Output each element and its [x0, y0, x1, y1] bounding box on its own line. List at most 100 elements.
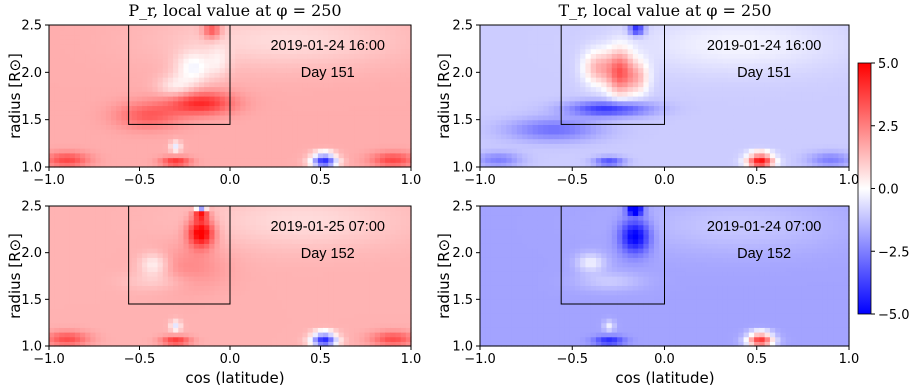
heatmap-cell [105, 157, 112, 163]
heatmap-cell [152, 129, 159, 135]
heatmap-cell [622, 77, 629, 83]
heatmap-cell [333, 62, 340, 69]
heatmap-cell [548, 148, 555, 154]
heatmap-cell [717, 29, 724, 36]
heatmap-cell [680, 133, 687, 140]
heatmap-cell [85, 67, 91, 73]
heatmap-cell [59, 77, 66, 83]
heatmap-cell [64, 86, 71, 92]
heatmap-cell [157, 148, 164, 154]
heatmap-cell [286, 96, 293, 102]
heatmap-cell [827, 124, 834, 130]
heatmap-cell [198, 53, 205, 59]
heatmap-cell [152, 257, 159, 263]
heatmap-cell [131, 336, 138, 342]
heatmap-cell [580, 43, 587, 50]
heatmap-cell [266, 100, 272, 107]
heatmap-cell [606, 152, 613, 159]
heatmap-cell [307, 124, 314, 130]
heatmap-cell [733, 62, 739, 69]
heatmap-cell [276, 86, 283, 92]
heatmap-cell [188, 138, 195, 144]
heatmap-cell [501, 148, 507, 154]
heatmap-cell [90, 138, 97, 144]
heatmap-cell [173, 138, 179, 144]
heatmap-cell [516, 100, 523, 107]
heatmap-cell [126, 257, 133, 263]
heatmap-cell [49, 96, 55, 102]
heatmap-cell [276, 152, 283, 159]
heatmap-cell [266, 105, 272, 111]
heatmap-cell [54, 143, 60, 149]
heatmap-cell [400, 43, 407, 50]
heatmap-cell [690, 96, 697, 102]
heatmap-cell [121, 308, 128, 314]
heatmap-cell [348, 114, 355, 121]
heatmap-cell [516, 39, 523, 45]
heatmap-cell [490, 62, 497, 69]
heatmap-cell [796, 62, 803, 69]
heatmap-cell [100, 266, 107, 272]
heatmap-cell [317, 34, 324, 40]
heatmap-cell [271, 105, 278, 111]
heatmap-cell [343, 96, 350, 102]
heatmap-cell [100, 276, 107, 282]
x-tick-label: −1.0 [33, 173, 65, 188]
heatmap-cell [121, 336, 128, 342]
heatmap-cell [240, 53, 247, 59]
heatmap-cell [516, 43, 523, 50]
x-tick-label: −1.0 [464, 173, 496, 188]
heatmap-cell [255, 34, 262, 40]
heatmap-cell [638, 157, 645, 163]
heatmap-cell [527, 25, 534, 31]
heatmap-cell [121, 238, 128, 244]
heatmap-cell [312, 119, 319, 125]
heatmap-cell [359, 133, 366, 140]
heatmap-cell [276, 62, 283, 69]
heatmap-cell [54, 34, 60, 40]
heatmap-cell [136, 280, 143, 286]
heatmap-cell [648, 96, 655, 102]
heatmap-cell [90, 318, 97, 324]
heatmap-cell [54, 341, 60, 347]
heatmap-cell [622, 48, 629, 54]
heatmap-cell [385, 29, 391, 36]
heatmap-cell [250, 43, 257, 50]
heatmap-cell [250, 133, 257, 140]
heatmap-cell [286, 29, 293, 36]
heatmap-cell [675, 133, 681, 140]
heatmap-cell [490, 86, 497, 92]
heatmap-cell [214, 34, 221, 40]
heatmap-cell [105, 138, 112, 144]
heatmap-cell [664, 110, 671, 116]
heatmap-cell [354, 105, 360, 111]
heatmap-cell [711, 143, 718, 149]
heatmap-cell [193, 124, 200, 130]
heatmap-cell [323, 157, 329, 163]
heatmap-cell [669, 72, 676, 78]
heatmap-cell [601, 162, 608, 168]
heatmap-cell [235, 58, 241, 64]
heatmap-cell [759, 62, 766, 69]
heatmap-cell [617, 96, 623, 102]
heatmap-cell [669, 96, 676, 102]
heatmap-cell [775, 133, 782, 140]
heatmap-cell [395, 129, 402, 135]
heatmap-cell [240, 105, 247, 111]
heatmap-cell [580, 152, 587, 159]
heatmap-cell [501, 119, 507, 125]
heatmap-cell [338, 58, 345, 64]
heatmap-cell [537, 58, 544, 64]
heatmap-cell [59, 262, 66, 268]
heatmap-cell [167, 143, 174, 149]
heatmap-cell [669, 138, 676, 144]
heatmap-cell [198, 100, 205, 107]
heatmap-cell [675, 91, 681, 97]
heatmap-cell [743, 133, 750, 140]
heatmap-cell [354, 48, 360, 54]
heatmap-cell [157, 341, 164, 347]
heatmap-cell [235, 43, 241, 50]
heatmap-cell [669, 39, 676, 45]
heatmap-cell [664, 129, 671, 135]
heatmap-cell [142, 313, 148, 319]
